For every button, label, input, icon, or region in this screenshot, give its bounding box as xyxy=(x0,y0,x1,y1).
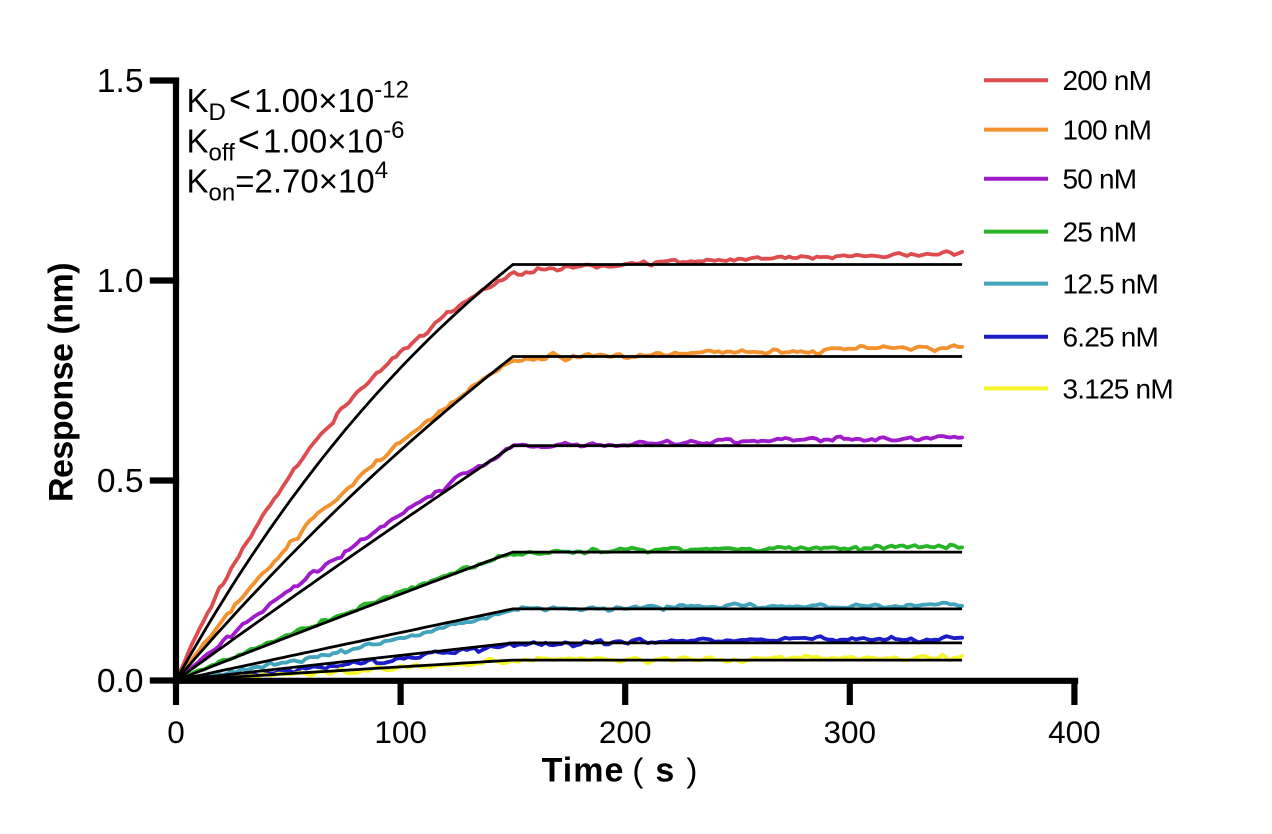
svg-text:KD<1.00×10-12: KD<1.00×10-12 xyxy=(187,77,409,127)
svg-text:1.0: 1.0 xyxy=(97,263,144,300)
svg-text:100 nM: 100 nM xyxy=(1063,115,1152,146)
svg-text:6.25 nM: 6.25 nM xyxy=(1063,322,1159,353)
svg-text:Response (nm): Response (nm) xyxy=(43,263,81,502)
svg-text:25 nM: 25 nM xyxy=(1063,217,1137,248)
svg-text:50 nM: 50 nM xyxy=(1063,164,1137,195)
svg-text:200 nM: 200 nM xyxy=(1063,65,1152,96)
svg-text:200: 200 xyxy=(599,714,652,750)
svg-text:12.5 nM: 12.5 nM xyxy=(1063,269,1159,300)
svg-text:400: 400 xyxy=(1048,714,1101,750)
svg-text:1.5: 1.5 xyxy=(97,63,144,100)
svg-text:0.0: 0.0 xyxy=(97,663,144,700)
svg-text:0: 0 xyxy=(167,714,185,750)
svg-text:300: 300 xyxy=(824,714,877,750)
svg-text:0.5: 0.5 xyxy=(97,463,144,500)
svg-text:3.125 nM: 3.125 nM xyxy=(1063,373,1173,404)
svg-text:100: 100 xyxy=(374,714,427,750)
svg-text:Time(s): Time(s) xyxy=(542,751,699,789)
